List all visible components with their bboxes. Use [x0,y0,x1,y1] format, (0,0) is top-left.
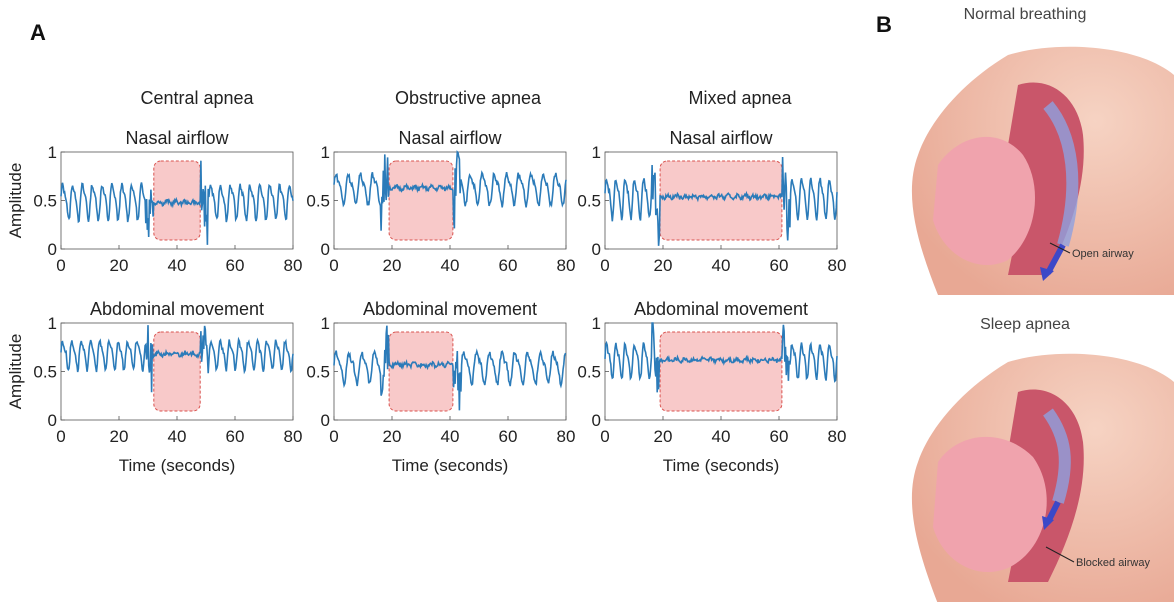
blocked-airway-illustration: Blocked airway [898,352,1174,602]
chart-5-xtick-label: 20 [383,427,402,446]
normal-breathing-title: Normal breathing [963,6,1087,23]
open-airway-label: Open airway [1072,248,1134,260]
chart-5-series-line [333,325,567,411]
chart-5-xlabel: Time (seconds) [392,456,509,475]
chart-5-apnea-region [388,331,454,412]
chart-1-xtick-label: 60 [226,256,245,275]
chart-5-xtick-label: 40 [441,427,460,446]
chart-6-series-line [604,322,838,393]
chart-2-xtick-label: 20 [383,256,402,275]
chart-5-ytick-label: 0.5 [306,363,330,382]
chart-1-xtick-label: 0 [56,256,65,275]
chart-5-ytick-label: 1 [321,314,330,333]
chart-3-ytick-label: 1 [592,143,601,162]
panel-b-label: B [876,12,892,37]
chart-1-xtick-label: 80 [284,256,303,275]
chart-2-xtick-label: 40 [441,256,460,275]
apnea-signal-charts: Nasal airflow 0 20 40 60 80 0 0.5 1 Amplitude Nasa… [6,128,847,475]
chart-5-xtick-label: 0 [329,427,338,446]
chart-1-ytick-label: 0 [48,240,57,259]
chart-1-title: Nasal airflow [125,128,229,148]
chart-4-xtick-label: 40 [168,427,187,446]
chart-5-title: Abdominal movement [363,299,537,319]
chart-4-xtick-label: 20 [110,427,129,446]
chart-3-apnea-region [659,160,783,241]
chart-4-xtick-label: 60 [226,427,245,446]
chart-3-xtick-label: 60 [770,256,789,275]
chart-3-xtick-label: 20 [654,256,673,275]
chart-6-apnea-region [659,331,783,412]
column-title-central: Central apnea [140,88,254,108]
chart-2-ytick-label: 1 [321,143,330,162]
normal-airway-illustration: Open airway [898,45,1174,295]
chart-2-ytick-label: 0.5 [306,192,330,211]
chart-3-xtick-label: 40 [712,256,731,275]
chart-4-xtick-label: 80 [284,427,303,446]
chart-6-ytick-label: 0 [592,411,601,430]
chart-6-ytick-label: 0.5 [577,363,601,382]
chart-1-ytick-label: 1 [48,143,57,162]
chart-4-series-line [60,325,294,393]
chart-3-series-line [604,156,838,246]
chart-5-xtick-label: 60 [499,427,518,446]
chart-5-xtick-label: 80 [557,427,576,446]
chart-2-series-line [333,150,567,231]
chart-6-title: Abdominal movement [634,299,808,319]
chart-3-title: Nasal airflow [669,128,773,148]
chart-6-ytick-label: 1 [592,314,601,333]
chart-4-xtick-label: 0 [56,427,65,446]
sleep-apnea-title: Sleep apnea [980,316,1070,333]
chart-4-ytick-label: 1 [48,314,57,333]
column-title-mixed: Mixed apnea [688,88,792,108]
chart-6-xtick-label: 60 [770,427,789,446]
chart-1-ylabel: Amplitude [6,163,25,239]
chart-2-ytick-label: 0 [321,240,330,259]
chart-2-xtick-label: 60 [499,256,518,275]
chart-6-xlabel: Time (seconds) [663,456,780,475]
chart-2-xtick-label: 0 [329,256,338,275]
chart-3-xtick-label: 80 [828,256,847,275]
chart-4-ytick-label: 0.5 [33,363,57,382]
chart-4-ylabel: Amplitude [6,334,25,410]
chart-3-ytick-label: 0.5 [577,192,601,211]
column-title-obstructive: Obstructive apnea [394,88,542,108]
panel-a-label: A [30,20,46,45]
blocked-airway-label: Blocked airway [1076,557,1150,569]
chart-3-xtick-label: 0 [600,256,609,275]
chart-6-xtick-label: 80 [828,427,847,446]
chart-4-xlabel: Time (seconds) [119,456,236,475]
chart-1-ytick-label: 0.5 [33,192,57,211]
chart-2-title: Nasal airflow [398,128,502,148]
chart-2-apnea-region [388,160,454,241]
chart-4-title: Abdominal movement [90,299,264,319]
chart-6-xtick-label: 20 [654,427,673,446]
chart-1-xtick-label: 20 [110,256,129,275]
chart-2-xtick-label: 80 [557,256,576,275]
chart-3-ytick-label: 0 [592,240,601,259]
chart-4-apnea-region [153,331,201,412]
chart-4-ytick-label: 0 [48,411,57,430]
chart-1-series-line [60,160,294,245]
chart-1-xtick-label: 40 [168,256,187,275]
chart-6-xtick-label: 40 [712,427,731,446]
chart-6-xtick-label: 0 [600,427,609,446]
chart-5-ytick-label: 0 [321,411,330,430]
